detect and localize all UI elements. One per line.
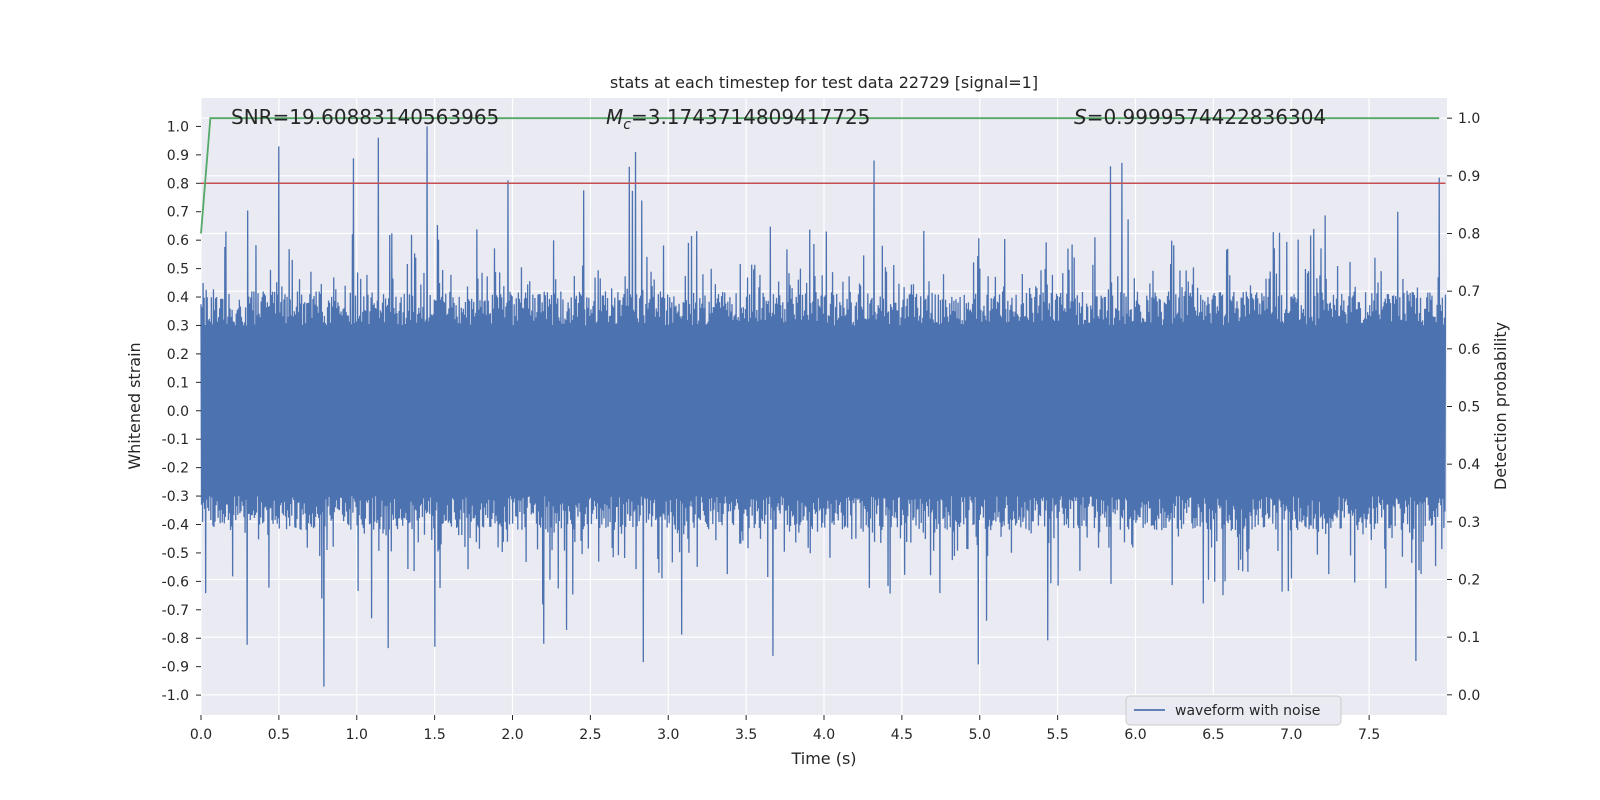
y-right-axis-ticks: 1.0 0.9 0.8 0.7 0.6 0.5 0.4 0.3 0.2 0.1 0.0	[1447, 111, 1480, 704]
y-left-tick-label-11: -0.1	[162, 432, 189, 448]
x-tick-label-2: 1.0	[346, 727, 368, 743]
x-tick-label-7: 3.5	[735, 727, 757, 743]
chart-title: stats at each timestep for test data 227…	[610, 73, 1038, 92]
y-right-tick-label-10: 0.0	[1458, 688, 1480, 704]
y-left-tick-label-14: -0.4	[162, 517, 189, 533]
y-left-tick-label-19: -0.9	[162, 660, 189, 676]
x-tick-label-10: 5.0	[969, 727, 991, 743]
y-left-tick-label-0: 1.0	[167, 119, 189, 135]
detection-probability-line	[200, 117, 1440, 234]
y-right-tick-label-1: 0.9	[1458, 169, 1480, 185]
y-right-tick-label-3: 0.7	[1458, 284, 1480, 300]
y-left-tick-label-7: 0.3	[167, 318, 189, 334]
y-left-tick-label-15: -0.5	[162, 546, 189, 562]
y-right-tick-label-9: 0.1	[1458, 630, 1480, 646]
x-tick-label-11: 5.5	[1046, 727, 1068, 743]
y-left-tick-label-2: 0.8	[167, 176, 189, 192]
x-tick-label-15: 7.5	[1358, 727, 1380, 743]
x-axis-ticks: 0.0 0.5 1.0 1.5 2.0 2.5 3.0 3.5 4.0 4.5 5.0 5.5 6.0 6…	[190, 715, 1380, 743]
y-right-tick-label-2: 0.8	[1458, 227, 1480, 243]
x-tick-label-1: 0.5	[268, 727, 290, 743]
legend: waveform with noise	[1125, 695, 1342, 726]
chirp-mass-annotation: Mc=3.1743714809417725	[606, 105, 870, 133]
y-left-axis-ticks: 1.0 0.9 0.8 0.7 0.6 0.5 0.4 0.3 0.2 0.1 0.0 -0.1 -0.…	[162, 119, 201, 704]
y-right-tick-label-5: 0.5	[1458, 400, 1480, 416]
x-tick-label-5: 2.5	[579, 727, 601, 743]
y-right-tick-label-7: 0.3	[1458, 515, 1480, 531]
y-right-tick-label-0: 1.0	[1458, 111, 1480, 127]
y-left-tick-label-8: 0.2	[167, 347, 189, 363]
x-tick-label-0: 0.0	[190, 727, 212, 743]
x-tick-label-9: 4.5	[891, 727, 913, 743]
s-annotation: S=0.9999574422836304	[1074, 105, 1326, 129]
x-tick-label-13: 6.5	[1202, 727, 1224, 743]
y-left-tick-label-16: -0.6	[162, 574, 189, 590]
y-left-tick-label-10: 0.0	[167, 404, 189, 420]
y-left-tick-label-17: -0.7	[162, 603, 189, 619]
waveform-line	[200, 126, 1447, 687]
legend-label: waveform with noise	[1175, 703, 1320, 719]
y-left-tick-label-5: 0.5	[167, 262, 189, 278]
legend-box	[1125, 695, 1342, 726]
snr-annotation: SNR=19.60883140563965	[231, 105, 499, 129]
x-tick-label-3: 1.5	[423, 727, 445, 743]
x-axis-label: Time (s)	[790, 749, 856, 768]
y-left-tick-label-6: 0.4	[167, 290, 189, 306]
x-tick-label-4: 2.0	[501, 727, 523, 743]
overlay-series	[200, 117, 1446, 234]
y-left-tick-label-3: 0.7	[167, 205, 189, 221]
waveform-series	[200, 126, 1447, 687]
y-right-tick-label-4: 0.6	[1458, 342, 1480, 358]
y-left-tick-label-1: 0.9	[167, 148, 189, 164]
x-tick-label-8: 4.0	[813, 727, 835, 743]
y-left-tick-label-9: 0.1	[167, 375, 189, 391]
x-tick-label-12: 6.0	[1124, 727, 1146, 743]
y-left-tick-label-12: -0.2	[162, 461, 189, 477]
x-tick-label-6: 3.0	[657, 727, 679, 743]
y-right-tick-label-6: 0.4	[1458, 457, 1480, 473]
y-left-axis-label: Whitened strain	[125, 342, 144, 469]
y-right-tick-label-8: 0.2	[1458, 572, 1480, 588]
y-left-tick-label-4: 0.6	[167, 233, 189, 249]
y-left-tick-label-20: -1.0	[162, 688, 189, 704]
y-right-axis-label: Detection probability	[1491, 322, 1510, 490]
y-left-tick-label-13: -0.3	[162, 489, 189, 505]
y-left-tick-label-18: -0.8	[162, 631, 189, 647]
x-tick-label-14: 7.0	[1280, 727, 1302, 743]
